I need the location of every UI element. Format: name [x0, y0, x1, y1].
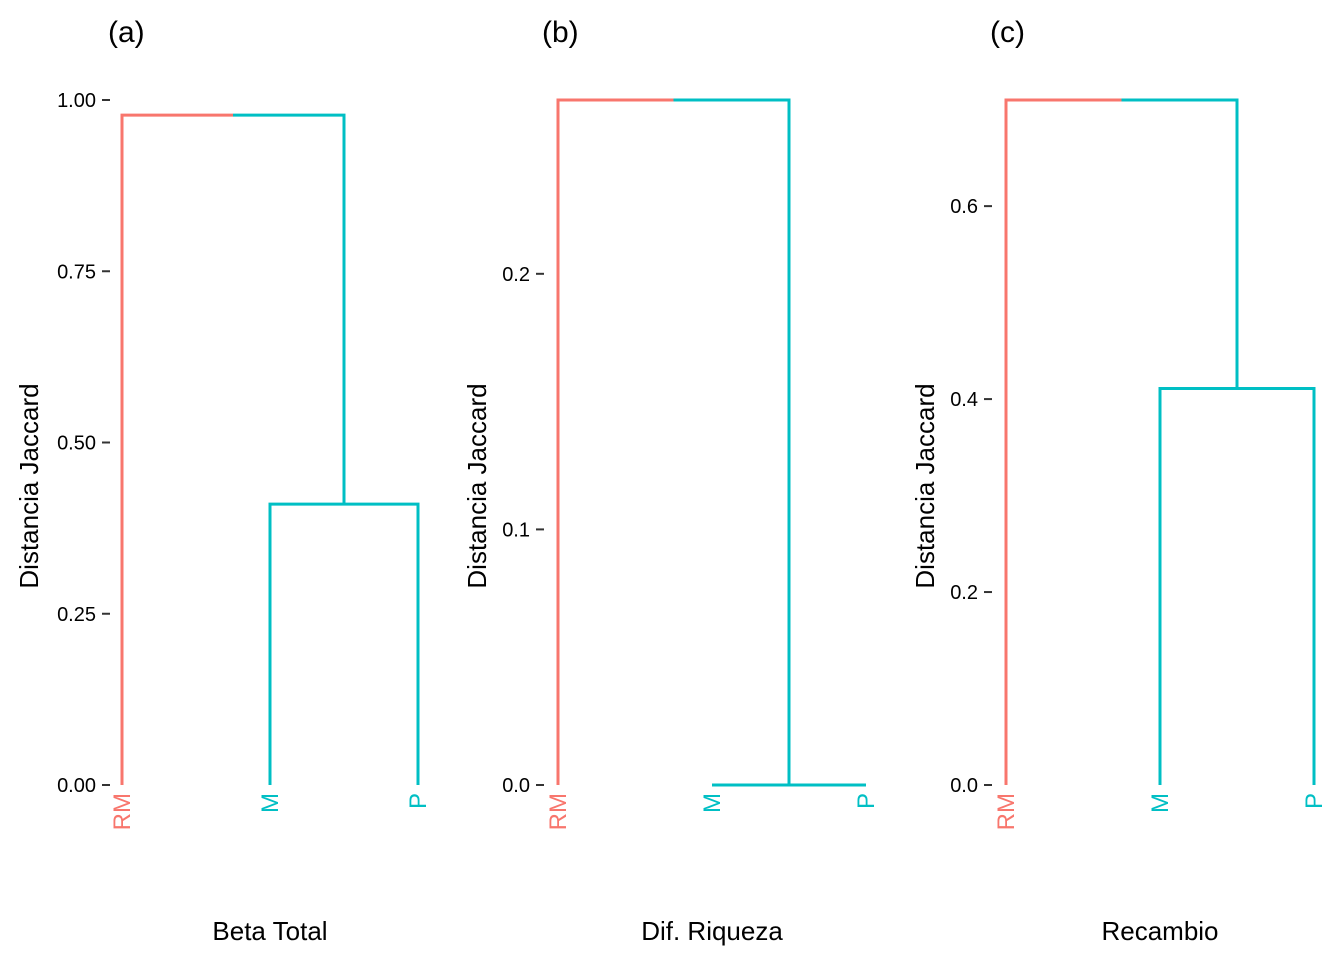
leaf-label-rm: RM [545, 793, 572, 830]
panel-tag: (b) [542, 16, 579, 49]
leaf-label-rm: RM [109, 793, 136, 830]
y-tick-label: 1.00 [57, 90, 96, 112]
dendrogram-branches [556, 98, 866, 787]
leaf-label-m: M [699, 793, 726, 813]
leaf-labels: RM M P [993, 793, 1328, 830]
y-tick-label: 0.0 [502, 775, 530, 797]
panel-c: (c) Distancia Jaccard Recambio 0.0 0.2 0.4… [910, 16, 1328, 946]
panel-b: (b) Distancia Jaccard Dif. Riqueza 0.00.… [462, 16, 880, 946]
panel-a: (a) Distancia Jaccard Beta Total 0.00 0.2… [14, 16, 432, 946]
leaf-label-rm: RM [993, 793, 1020, 830]
branch-rm [120, 113, 233, 785]
y-tick-label: 0.2 [950, 582, 978, 604]
branch-top-right [673, 98, 791, 785]
dendrogram-branches [120, 113, 420, 785]
leaf-label-p: P [405, 793, 432, 809]
y-tick-label: 0.75 [57, 261, 96, 283]
y-axis: 0.0 0.2 0.4 0.6 [950, 196, 992, 797]
branch-m-p [1158, 386, 1316, 785]
x-axis-title: Beta Total [212, 916, 327, 946]
y-tick-label: 0.6 [950, 196, 978, 218]
y-axis-title: Distancia Jaccard [910, 383, 940, 588]
y-tick-label: 0.00 [57, 775, 96, 797]
panel-tag: (a) [108, 16, 145, 49]
leaf-label-p: P [1301, 793, 1328, 809]
branch-rm [1004, 98, 1122, 785]
leaf-label-m: M [1147, 793, 1174, 813]
y-axis-title: Distancia Jaccard [462, 383, 492, 588]
x-axis-title: Recambio [1101, 916, 1218, 946]
leaf-labels: RM M P [109, 793, 432, 830]
branch-top-right [1121, 98, 1239, 389]
leaf-labels: RM M P [545, 793, 880, 830]
x-axis-title: Dif. Riqueza [641, 916, 783, 946]
branch-m-p [268, 502, 420, 785]
y-tick-label: 0.25 [57, 604, 96, 626]
y-tick-label: 0.50 [57, 433, 96, 455]
y-axis: 0.00 0.25 0.50 0.75 1.00 [57, 90, 110, 797]
y-axis: 0.0 0.1 0.2 [502, 264, 544, 797]
leaf-label-m: M [257, 793, 284, 813]
y-tick-label: 0.1 [502, 519, 530, 541]
leaf-label-p: P [853, 793, 880, 809]
y-tick-label: 0.2 [502, 264, 530, 286]
dendrogram-branches [1004, 98, 1316, 785]
y-tick-label: 0.4 [950, 389, 978, 411]
branch-top-right [233, 113, 346, 505]
y-axis-title: Distancia Jaccard [14, 383, 44, 588]
y-tick-label: 0.0 [950, 775, 978, 797]
branch-rm [556, 98, 674, 785]
panel-tag: (c) [990, 16, 1025, 49]
